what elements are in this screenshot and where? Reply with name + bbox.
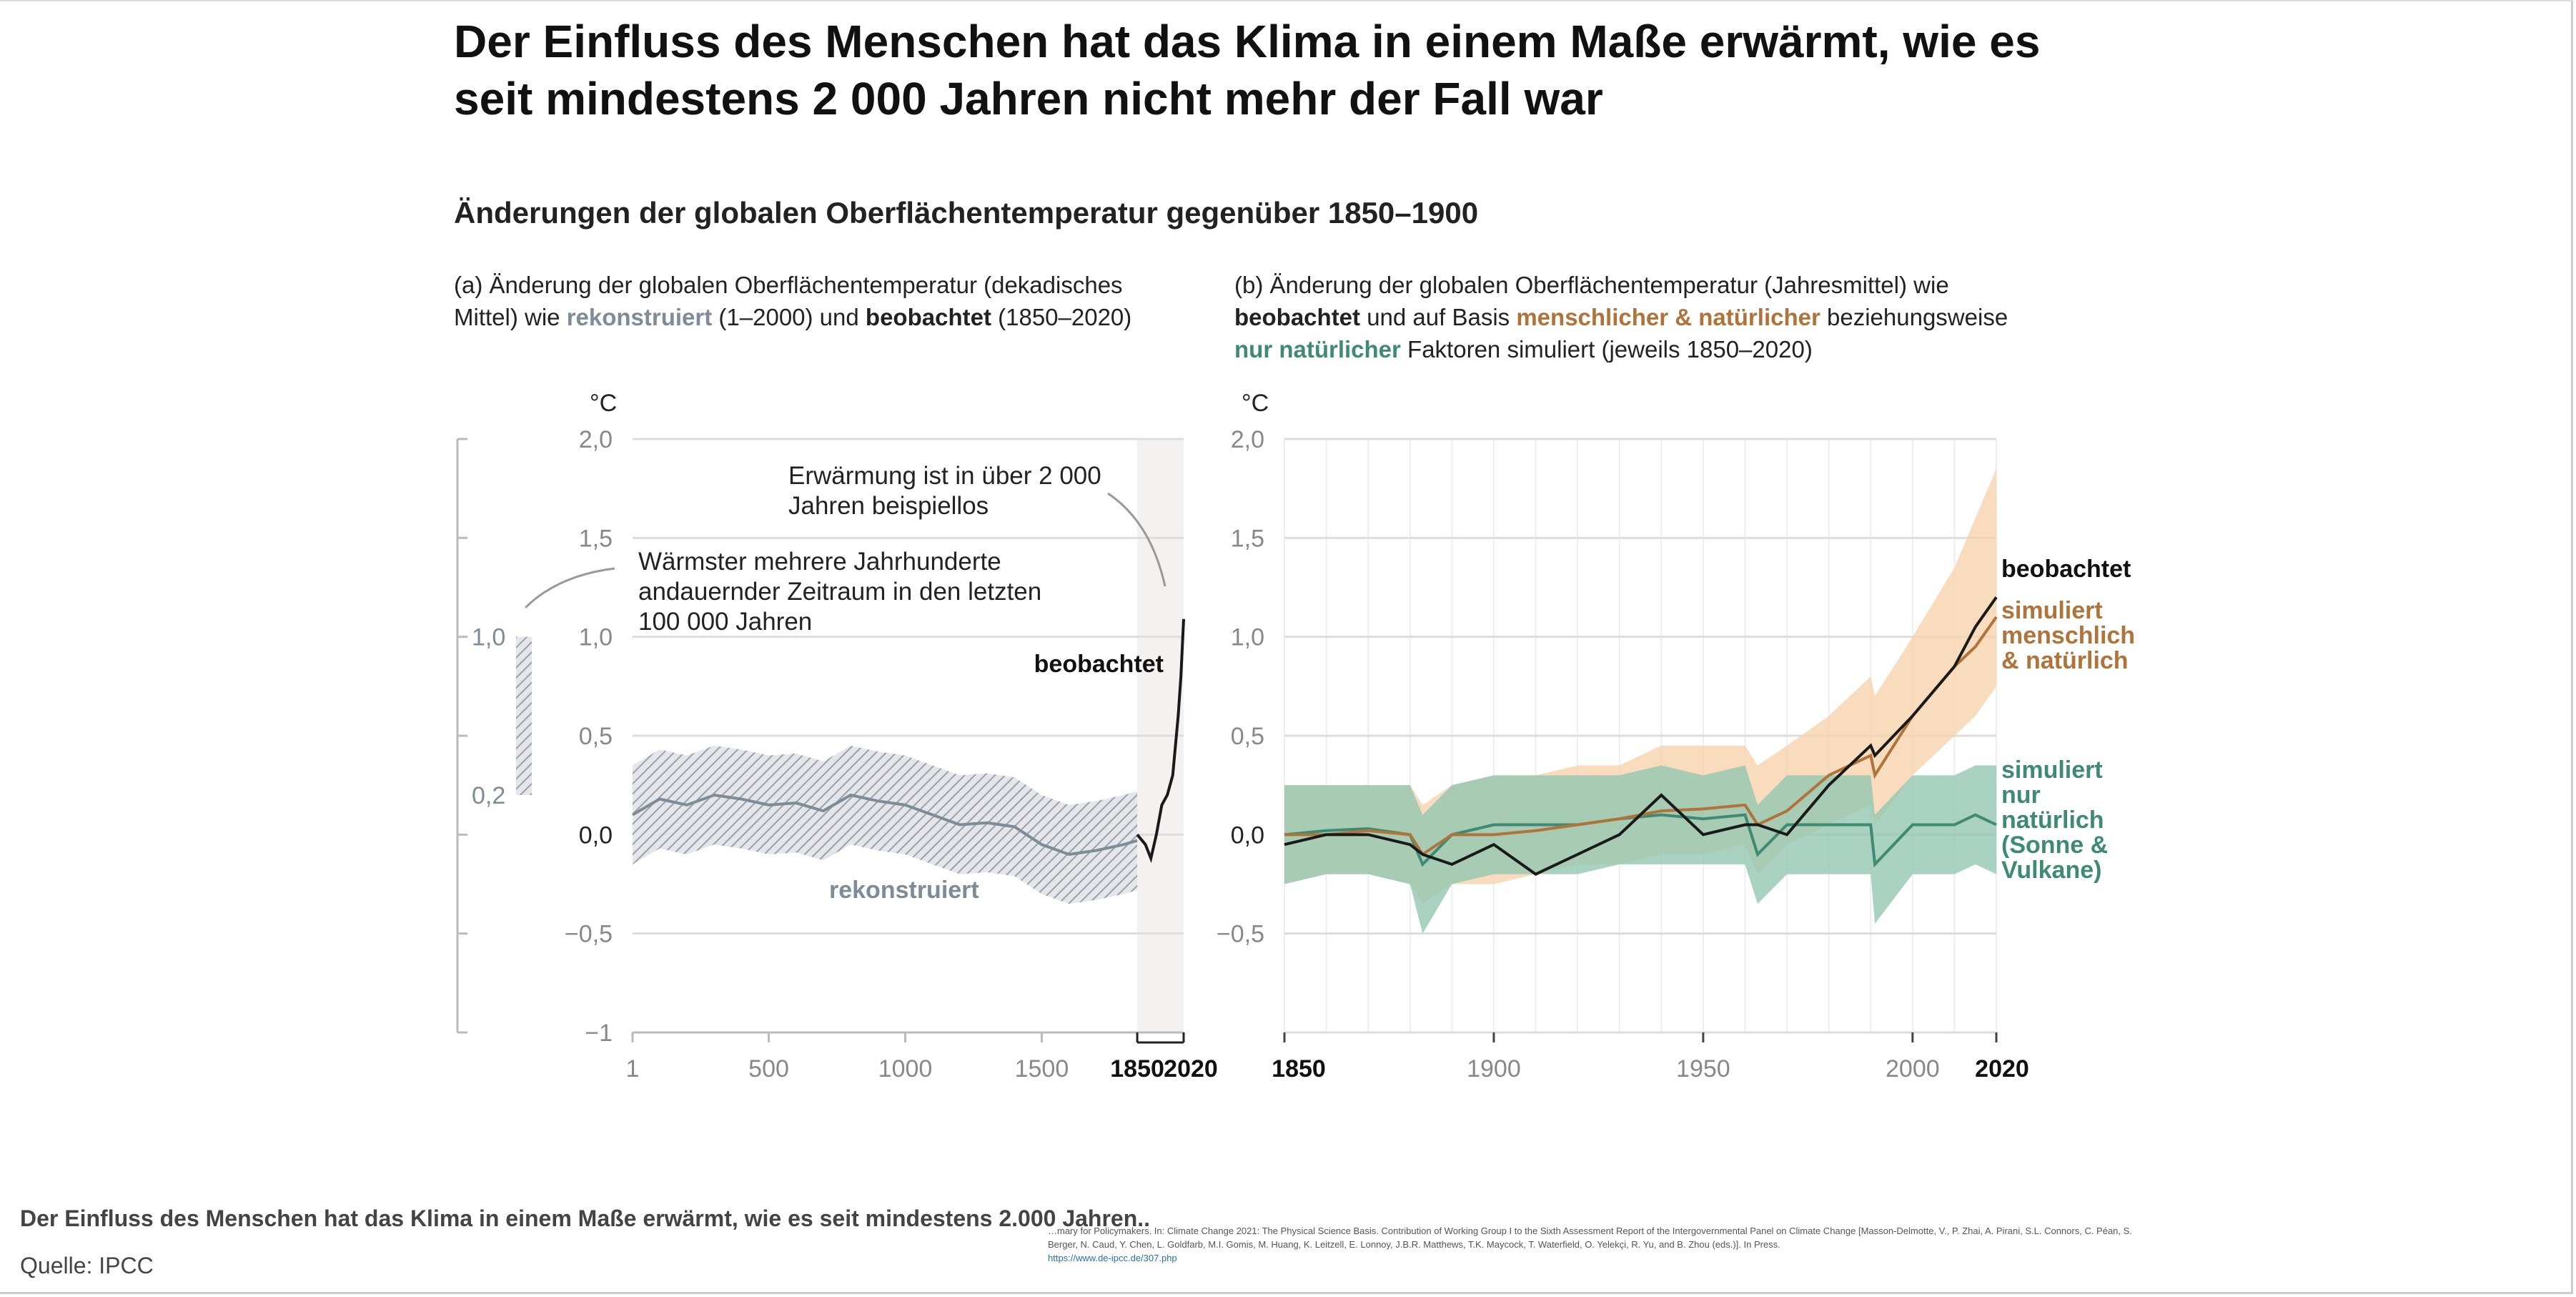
- human-natural-label: menschlich: [2001, 622, 2135, 649]
- human-natural-label: simuliert: [2001, 597, 2103, 624]
- y-tick-label: −0,5: [1217, 921, 1264, 948]
- annotation-unprecedented: Jahren beispiellos: [788, 492, 989, 520]
- panel-b-caption-1: (b) Änderung der globalen Oberflächentem…: [1234, 272, 1949, 298]
- y-tick-label: 0,5: [579, 723, 613, 750]
- observed-line: [1284, 596, 1998, 876]
- x-tick-label: 2000: [1886, 1055, 1940, 1083]
- y-tick-label: −1: [585, 1020, 613, 1047]
- y-axis-unit: °C: [590, 390, 617, 417]
- annotation-unprecedented: Erwärmung ist in über 2 000: [788, 462, 1101, 490]
- image-caption: Der Einfluss des Menschen hat das Klima …: [20, 1205, 1151, 1231]
- annotation-warmest-period: 100 000 Jahren: [638, 608, 812, 636]
- reconstructed-line: [631, 793, 1138, 857]
- observed-label: beobachtet: [2001, 556, 2131, 583]
- y-tick-label: 1,0: [1231, 624, 1264, 651]
- x-tick-label: 1500: [1015, 1055, 1069, 1083]
- warmest-period-bar: [516, 636, 532, 795]
- x-tick-label: 2020: [1164, 1055, 1218, 1083]
- side-label-0-2: 0,2: [472, 782, 505, 809]
- natural-label: nur: [2001, 781, 2041, 809]
- human-natural-label: & natürlich: [2001, 647, 2129, 674]
- annotation-warmest-period: Wärmster mehrere Jahrhunderte: [638, 548, 1001, 576]
- natural-band: [1284, 765, 1996, 934]
- y-tick-label: 1,5: [1231, 525, 1264, 552]
- annotation-warmest-period: andauernder Zeitraum in den letzten: [638, 578, 1041, 606]
- citation-text: …mary for Policymakers. In: Climate Chan…: [1048, 1226, 2132, 1250]
- x-tick-label: 1: [626, 1055, 640, 1083]
- reconstructed-band: [633, 745, 1138, 904]
- panel-b: 2,0 1,5 1,0 0,5 0,0 −0,5 °C 1850 1900 1950 2000 202…: [1217, 390, 2135, 1083]
- y-tick-label: 1,0: [579, 624, 613, 651]
- panel-b-caption-3: nur natürlicher Faktoren simuliert (jewe…: [1234, 336, 1813, 363]
- human-natural-line: [1284, 616, 1998, 857]
- y-tick-label: 2,0: [1231, 426, 1264, 453]
- panel-b-caption-2: beobachtet und auf Basis menschlicher & …: [1234, 304, 2008, 330]
- arrow-unprecedented: [1107, 492, 1166, 587]
- y-tick-label: 0,5: [1231, 723, 1264, 750]
- title-line-1: Der Einfluss des Menschen hat das Klima …: [454, 16, 2040, 67]
- reconstructed-label: rekonstruiert: [829, 877, 979, 904]
- x-tick-label: 500: [748, 1055, 789, 1083]
- x-tick-label: 1000: [878, 1055, 933, 1083]
- image-source: Quelle: IPCC: [20, 1253, 154, 1278]
- side-label-1-0: 1,0: [472, 624, 505, 651]
- y-tick-label: 1,5: [579, 525, 613, 552]
- y-axis-unit: °C: [1242, 390, 1269, 417]
- natural-label: simuliert: [2001, 756, 2103, 784]
- title-line-2: seit mindestens 2 000 Jahren nicht mehr …: [454, 73, 1603, 124]
- panel-a-caption-2: Mittel) wie rekonstruiert (1–2000) und b…: [454, 304, 1131, 330]
- subtitle: Änderungen der globalen Oberflächentempe…: [454, 196, 1478, 230]
- natural-label: Vulkane): [2001, 857, 2101, 884]
- observed-label: beobachtet: [1034, 651, 1164, 678]
- panel-a: 2,01,51,00,50,0−0,5−1°C1 500 1000 1500 1850 2…: [456, 390, 1218, 1083]
- y-tick-label: 0,0: [579, 822, 613, 849]
- x-tick-label: 1950: [1676, 1055, 1730, 1083]
- y-tick-label: −0,5: [565, 921, 613, 948]
- natural-label: (Sonne &: [2001, 832, 2108, 859]
- arrow-warmest-period: [524, 567, 615, 609]
- natural-label: natürlich: [2001, 807, 2104, 834]
- x-tick-label: 1900: [1467, 1055, 1521, 1083]
- x-tick-label: 2020: [1975, 1055, 2029, 1083]
- y-tick-label: 2,0: [579, 426, 613, 453]
- y-tick-label: 0,0: [1231, 822, 1264, 849]
- panel-a-caption-1: (a) Änderung der globalen Oberflächentem…: [454, 272, 1123, 298]
- citation: …mary for Policymakers. In: Climate Chan…: [1048, 1224, 2134, 1265]
- observed-line: [1136, 618, 1185, 864]
- x-tick-label: 1850: [1272, 1055, 1326, 1083]
- citation-link[interactable]: https://www.de-ipcc.de/307.php: [1048, 1253, 1177, 1263]
- x-tick-label: 1850: [1110, 1055, 1164, 1083]
